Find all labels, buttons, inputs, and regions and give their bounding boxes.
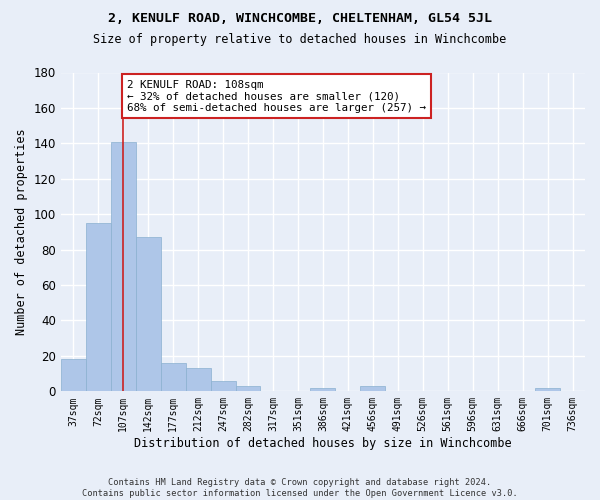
Bar bbox=[236, 386, 260, 392]
Bar bbox=[161, 363, 185, 392]
Text: Contains HM Land Registry data © Crown copyright and database right 2024.
Contai: Contains HM Land Registry data © Crown c… bbox=[82, 478, 518, 498]
Y-axis label: Number of detached properties: Number of detached properties bbox=[15, 128, 28, 335]
Bar bbox=[211, 380, 236, 392]
Bar bbox=[61, 360, 86, 392]
Bar bbox=[111, 142, 136, 392]
Bar bbox=[185, 368, 211, 392]
Bar bbox=[535, 388, 560, 392]
Bar bbox=[86, 223, 111, 392]
X-axis label: Distribution of detached houses by size in Winchcombe: Distribution of detached houses by size … bbox=[134, 437, 512, 450]
Bar bbox=[361, 386, 385, 392]
Bar bbox=[310, 388, 335, 392]
Bar bbox=[136, 237, 161, 392]
Text: 2, KENULF ROAD, WINCHCOMBE, CHELTENHAM, GL54 5JL: 2, KENULF ROAD, WINCHCOMBE, CHELTENHAM, … bbox=[108, 12, 492, 26]
Text: Size of property relative to detached houses in Winchcombe: Size of property relative to detached ho… bbox=[94, 32, 506, 46]
Text: 2 KENULF ROAD: 108sqm
← 32% of detached houses are smaller (120)
68% of semi-det: 2 KENULF ROAD: 108sqm ← 32% of detached … bbox=[127, 80, 426, 113]
